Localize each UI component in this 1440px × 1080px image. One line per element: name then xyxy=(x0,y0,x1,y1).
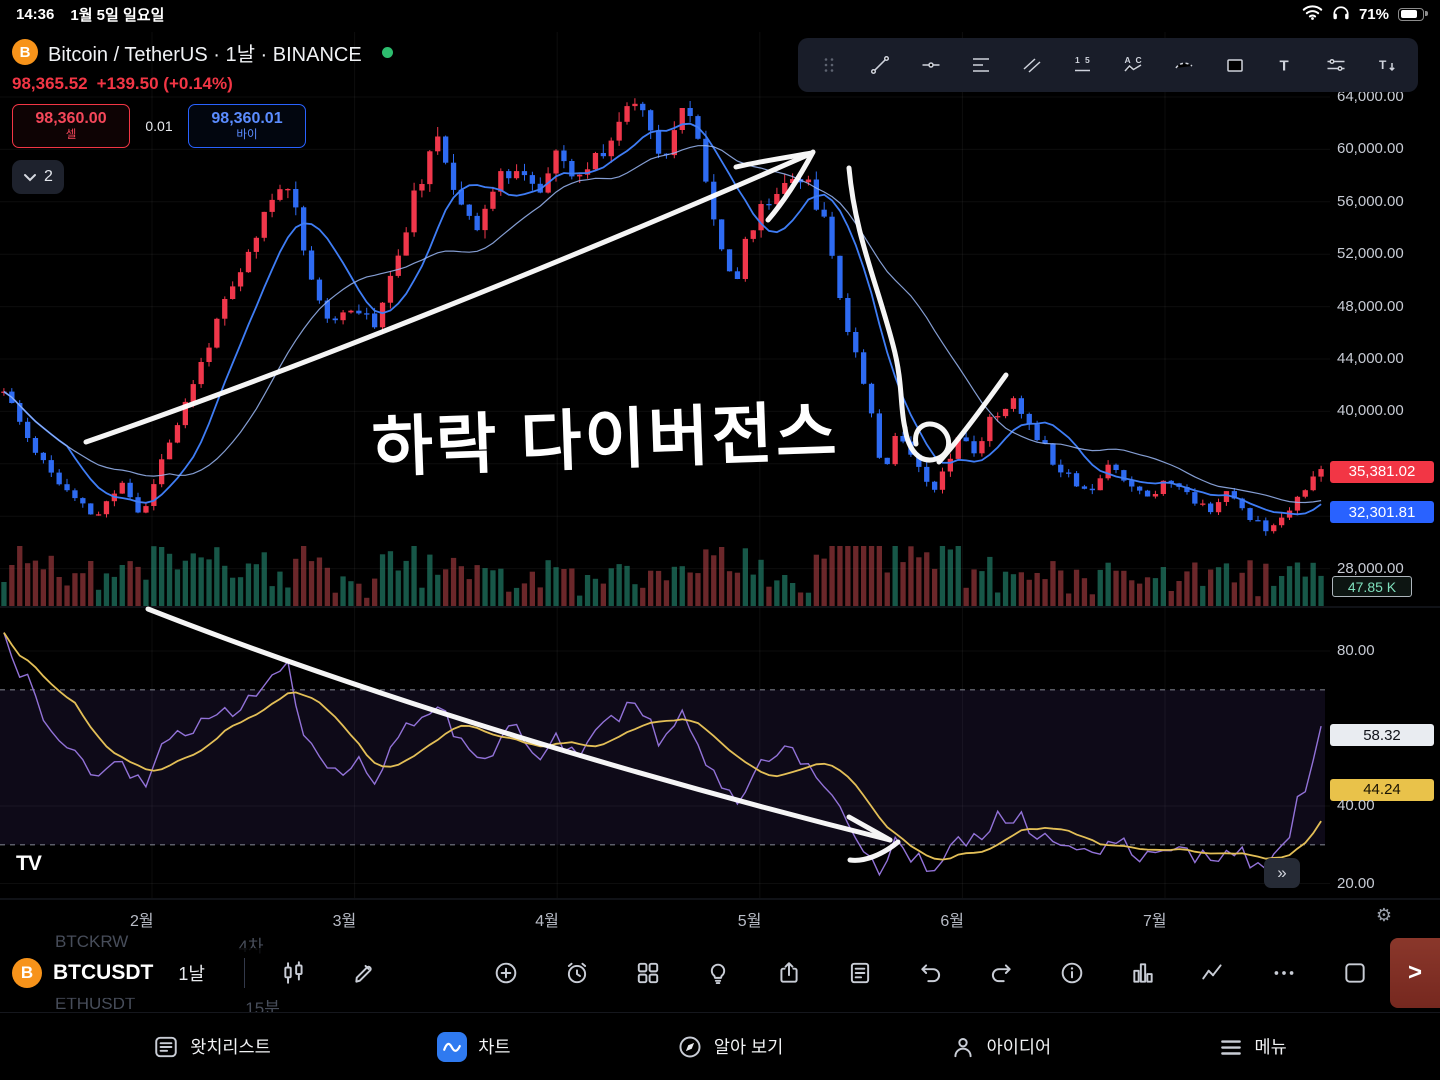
trend-line-icon[interactable] xyxy=(855,38,906,92)
svg-text:C: C xyxy=(1136,55,1142,65)
chevron-down-icon xyxy=(24,173,37,181)
battery-percent: 71% xyxy=(1358,5,1389,23)
tradingview-logo[interactable]: TV xyxy=(16,852,42,875)
redo-icon[interactable] xyxy=(981,953,1021,993)
columns-chart-icon[interactable] xyxy=(1123,953,1163,993)
sell-button[interactable]: 98,360.00 셀 xyxy=(12,104,130,148)
explore-compass-icon xyxy=(679,1035,701,1058)
horizontal-line-icon[interactable] xyxy=(905,38,956,92)
tab-menu[interactable]: 메뉴 xyxy=(1218,1034,1287,1060)
time-axis-month-label: 6월 xyxy=(940,913,965,930)
drag-handle-icon[interactable] xyxy=(804,38,855,92)
fullscreen-icon[interactable] xyxy=(1335,953,1375,993)
bitcoin-icon: B xyxy=(12,958,42,988)
info-icon[interactable] xyxy=(1052,953,1092,993)
divider xyxy=(244,958,245,988)
candlestick-style-icon[interactable] xyxy=(274,953,314,993)
time-axis-month-label: 3월 xyxy=(332,913,357,930)
zigzag-line-icon[interactable] xyxy=(1193,953,1233,993)
svg-text:ƒx: ƒx xyxy=(426,964,445,982)
svg-text:T: T xyxy=(1379,58,1387,72)
watchlist-row-background: ETHUSDT 15분 xyxy=(55,994,280,1012)
buy-label: 바이 xyxy=(236,129,258,142)
spread-value: 0.01 xyxy=(145,118,173,134)
market-open-dot xyxy=(381,46,393,58)
bg-symbol: ETHUSDT xyxy=(55,994,136,1012)
tab-label: 아이디어 xyxy=(986,1037,1052,1057)
last-price-row: 98,365.52 +139.50 (+0.14%) xyxy=(12,74,393,94)
svg-text:1: 1 xyxy=(1075,55,1080,65)
chart-toolbar: B BTCUSDT 1날 ƒx xyxy=(0,948,1390,998)
tab-explore[interactable]: 알아 보기 xyxy=(677,1034,783,1060)
chart-header: B Bitcoin / TetherUS · 1날 · BINANCE 98,3… xyxy=(12,36,393,194)
chart-icon xyxy=(437,1031,468,1062)
tab-bar: 왓치리스트 차트 알아 보기 아이디어 메뉴 xyxy=(0,1012,1440,1080)
notes-icon[interactable] xyxy=(840,953,880,993)
symbol-button[interactable]: BTCUSDT xyxy=(53,961,154,984)
bg-interval: 15분 xyxy=(245,999,280,1012)
buy-button[interactable]: 98,360.01 바이 xyxy=(188,104,306,148)
gear-icon[interactable]: ⚙ xyxy=(1375,905,1392,925)
time-axis[interactable]: ⚙ 2월 3월 4월 5월 6월 7월 xyxy=(0,900,1440,936)
layout-grid-icon[interactable] xyxy=(628,953,668,993)
tab-watchlist[interactable]: 왓치리스트 xyxy=(153,1034,271,1060)
indicators-fx-icon[interactable]: ƒx xyxy=(416,953,456,993)
share-icon[interactable] xyxy=(769,953,809,993)
text-note-tool-icon[interactable]: T xyxy=(1361,38,1412,92)
compare-add-icon[interactable] xyxy=(486,953,526,993)
clock-time: 14:36 xyxy=(16,5,55,23)
expand-scale-button[interactable]: » xyxy=(1264,858,1300,888)
svg-text:5: 5 xyxy=(1085,55,1090,65)
buy-price: 98,360.01 xyxy=(211,109,283,127)
alert-clock-icon[interactable] xyxy=(557,953,597,993)
time-axis-month-label: 4월 xyxy=(535,913,559,930)
clock-date: 1월 5일 일요일 xyxy=(70,6,165,24)
menu-icon xyxy=(1220,1039,1241,1055)
status-bar: 14:36 1월 5일 일요일 71% xyxy=(0,0,1440,28)
measure-tool-icon[interactable] xyxy=(1311,38,1362,92)
symbol-title[interactable]: Bitcoin / TetherUS · 1날 · BINANCE xyxy=(48,43,362,66)
tab-label: 차트 xyxy=(478,1037,511,1057)
price-change: +139.50 (+0.14%) xyxy=(96,74,233,93)
bitcoin-icon: B xyxy=(12,39,38,65)
collapse-indicators-button[interactable]: 2 xyxy=(12,160,64,194)
sell-label: 셀 xyxy=(65,129,77,142)
interval-button[interactable]: 1날 xyxy=(178,964,205,984)
time-axis-month-label: 7월 xyxy=(1143,913,1167,930)
sell-price: 98,360.00 xyxy=(35,109,107,127)
tab-ideas[interactable]: 아이디어 xyxy=(950,1034,1051,1060)
time-axis-month-label: 5월 xyxy=(737,913,762,930)
svg-text:A: A xyxy=(1125,55,1131,65)
draw-icon[interactable] xyxy=(345,953,385,993)
rectangle-tool-icon[interactable] xyxy=(1209,38,1260,92)
watchlist-icon xyxy=(155,1036,177,1057)
wifi-icon xyxy=(1302,4,1323,25)
time-axis-month-label: 2월 xyxy=(130,913,154,930)
last-price: 98,365.52 xyxy=(12,74,88,93)
battery-icon xyxy=(1398,7,1428,21)
undo-icon[interactable] xyxy=(911,953,951,993)
lightbulb-icon[interactable] xyxy=(698,953,738,993)
more-icon[interactable] xyxy=(1264,953,1304,993)
tab-label: 알아 보기 xyxy=(713,1037,784,1057)
parallel-channel-icon[interactable] xyxy=(1007,38,1058,92)
tab-label: 왓치리스트 xyxy=(190,1037,271,1057)
text-tool-icon[interactable]: T xyxy=(1260,38,1311,92)
next-panel-button[interactable]: > xyxy=(1390,938,1440,1008)
indicator-count: 2 xyxy=(44,168,53,185)
tab-label: 메뉴 xyxy=(1254,1037,1287,1057)
bottom-toolbar-area: BTCKRW 4차 ETHUSDT 15분 B BTCUSDT 1날 xyxy=(0,930,1440,1012)
bg-symbol: BTCKRW xyxy=(55,932,129,951)
svg-text:T: T xyxy=(1280,58,1289,75)
headphones-icon xyxy=(1332,5,1350,24)
tab-chart[interactable]: 차트 xyxy=(437,1031,511,1062)
ideas-icon xyxy=(954,1037,972,1057)
fib-retracement-icon[interactable] xyxy=(956,38,1007,92)
brush-tool-icon[interactable] xyxy=(1159,38,1210,92)
